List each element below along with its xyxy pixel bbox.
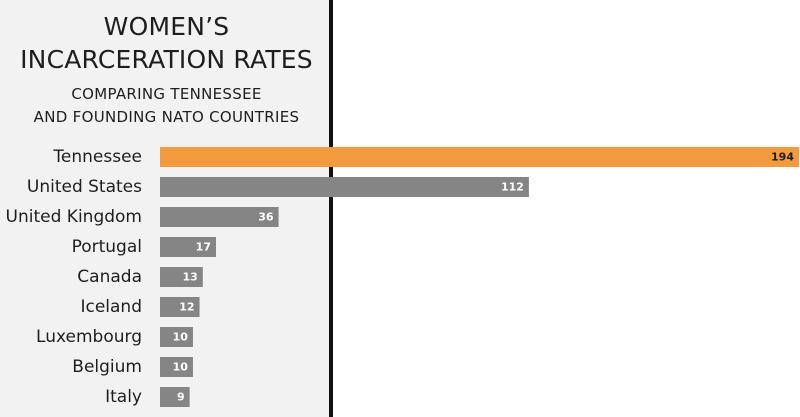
bar-iceland bbox=[160, 297, 200, 317]
chart-title-line-1: WOMEN’S bbox=[103, 12, 230, 41]
value-label: 194 bbox=[771, 151, 794, 164]
bar-luxembourg bbox=[160, 327, 193, 347]
value-label: 13 bbox=[183, 271, 198, 284]
category-label: Tennessee bbox=[52, 147, 142, 167]
category-label: Portugal bbox=[72, 237, 142, 257]
bar-belgium bbox=[160, 357, 193, 377]
bar-united-kingdom bbox=[160, 207, 279, 227]
bar-united-states bbox=[160, 177, 529, 197]
chart-subtitle-line-2: AND FOUNDING NATO COUNTRIES bbox=[33, 108, 300, 126]
category-label: United States bbox=[27, 177, 142, 197]
bar-canada bbox=[160, 267, 203, 287]
value-label: 9 bbox=[177, 391, 185, 404]
bar-tennessee bbox=[160, 147, 799, 167]
value-label: 112 bbox=[501, 181, 524, 194]
category-label: Luxembourg bbox=[36, 327, 142, 347]
bar-portugal bbox=[160, 237, 216, 257]
value-label: 10 bbox=[173, 361, 189, 374]
value-label: 36 bbox=[258, 211, 274, 224]
category-label: Iceland bbox=[80, 297, 142, 317]
bar-italy bbox=[160, 387, 190, 407]
category-label: Canada bbox=[77, 267, 142, 287]
category-label: United Kingdom bbox=[6, 207, 142, 227]
value-label: 17 bbox=[196, 241, 211, 254]
category-label: Italy bbox=[105, 387, 142, 407]
chart-title-line-2: INCARCERATION RATES bbox=[20, 45, 313, 74]
category-label: Belgium bbox=[72, 357, 142, 377]
chart-subtitle-line-1: COMPARING TENNESSEE bbox=[71, 85, 262, 103]
value-label: 12 bbox=[179, 301, 194, 314]
value-label: 10 bbox=[173, 331, 189, 344]
